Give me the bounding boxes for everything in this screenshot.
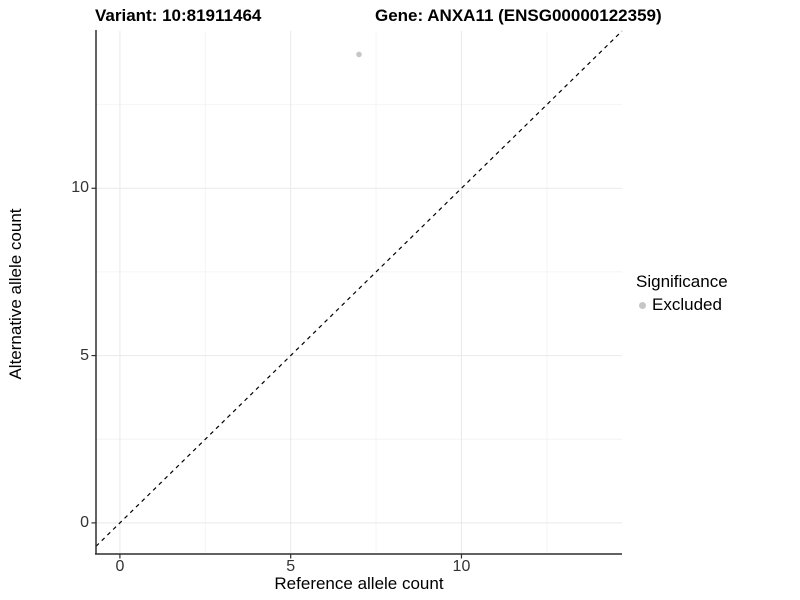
identity-dashed-line — [95, 30, 623, 547]
excluded-point-icon — [639, 301, 646, 309]
y-axis-title: Alternative allele count — [6, 208, 25, 380]
legend: Significance Excluded — [636, 272, 728, 315]
y-tick-label: 10 — [71, 179, 89, 197]
y-tick-label: 0 — [80, 513, 89, 531]
legend-title: Significance — [636, 272, 728, 291]
x-tick-label: 0 — [115, 558, 125, 575]
legend-item-label: Excluded — [652, 295, 722, 314]
x-tick-label: 10 — [452, 558, 471, 575]
x-axis-title: Reference allele count — [274, 574, 444, 593]
data-point — [356, 51, 362, 58]
y-tick-label: 5 — [80, 346, 89, 364]
plot-title-gene: Gene: ANXA11 (ENSG00000122359) — [375, 6, 662, 25]
legend-item-excluded: Excluded — [636, 295, 728, 315]
x-tick-label: 5 — [286, 558, 296, 575]
plot-title-variant: Variant: 10:81911464 — [95, 6, 262, 25]
